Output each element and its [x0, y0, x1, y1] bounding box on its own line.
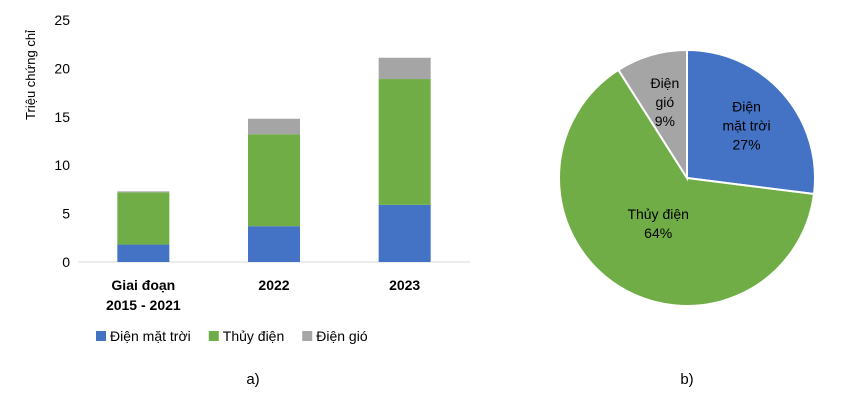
bar-segment-dien-mat-troi [248, 226, 300, 262]
pie-chart: Điện mặt trời 27% Thủy điện 64% Điện gió 9% [558, 48, 816, 307]
legend-label-thuy-dien: Thủy điện [223, 328, 284, 344]
x-tick-label: 2015 - 2021 [106, 297, 181, 313]
pie-label-dien-gio: Điện [650, 75, 679, 91]
bar-segment-thuy-dien [248, 134, 300, 227]
bar-segment-dien-mat-troi [378, 204, 431, 262]
pie-label-thuy-dien: 64% [644, 225, 672, 241]
x-tick-label: 2022 [258, 277, 289, 293]
bar-segment-thuy-dien [378, 79, 431, 205]
y-tick-label: 0 [62, 254, 70, 270]
pie-label-dien-gio: 9% [655, 113, 675, 129]
y-axis-label: Triệu chứng chỉ [23, 30, 38, 120]
bar-segment-thuy-dien [117, 192, 170, 245]
pie-label-thuy-dien: Thủy điện [627, 206, 688, 222]
legend-swatch-dien-mat-troi [96, 331, 106, 341]
y-tick-label: 10 [54, 157, 70, 173]
pie-slice-dien-mat-troi [686, 48, 816, 196]
legend-swatch-thuy-dien [208, 331, 219, 341]
stacked-bar-chart: 0 5 10 15 20 25 Triệu chứng chỉ Giai đoạn 2015 -… [23, 12, 470, 344]
panel-label-a: a) [246, 371, 259, 388]
bar-segment-dien-gio [117, 191, 170, 193]
bar-segment-dien-mat-troi [117, 244, 170, 262]
pie-label-dien-mat-troi: Điện [732, 99, 761, 115]
x-tick-label: Giai đoạn [111, 277, 175, 293]
legend-swatch-dien-gio [302, 331, 313, 341]
pie-label-dien-mat-troi: 27% [733, 137, 761, 153]
pie-slice-dien-gio [617, 48, 688, 182]
pie-label-dien-mat-troi: mặt trời [722, 118, 770, 134]
y-tick-label: 25 [54, 12, 70, 28]
legend-label-dien-gio: Điện gió [316, 328, 368, 344]
panel-label-b: b) [680, 371, 693, 388]
legend-label-dien-mat-troi: Điện mặt trời [110, 328, 191, 344]
pie-slice-thuy-dien [558, 68, 816, 307]
bar-segment-dien-gio [378, 57, 431, 80]
bar-segment-dien-gio [248, 118, 300, 135]
y-tick-label: 20 [54, 60, 70, 76]
x-tick-label: 2023 [389, 277, 420, 293]
pie-label-dien-gio: gió [656, 94, 675, 110]
y-tick-label: 5 [62, 206, 70, 222]
y-tick-label: 15 [54, 109, 70, 125]
